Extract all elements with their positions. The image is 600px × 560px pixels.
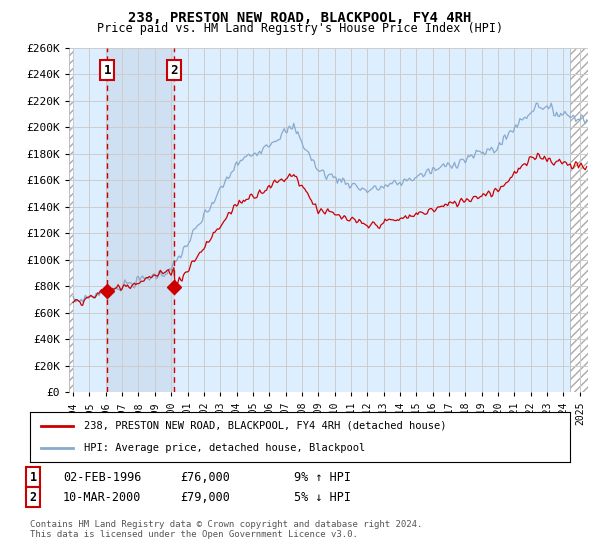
Text: HPI: Average price, detached house, Blackpool: HPI: Average price, detached house, Blac… [84,443,365,453]
Bar [107,48,175,392]
Bar [571,48,588,392]
Text: 5% ↓ HPI: 5% ↓ HPI [294,491,351,504]
Text: £79,000: £79,000 [180,491,230,504]
Text: 9% ↑ HPI: 9% ↑ HPI [294,470,351,484]
Bar [69,48,73,392]
Text: £76,000: £76,000 [180,470,230,484]
Text: 02-FEB-1996: 02-FEB-1996 [63,470,142,484]
Text: 238, PRESTON NEW ROAD, BLACKPOOL, FY4 4RH: 238, PRESTON NEW ROAD, BLACKPOOL, FY4 4R… [128,11,472,25]
Text: 238, PRESTON NEW ROAD, BLACKPOOL, FY4 4RH (detached house): 238, PRESTON NEW ROAD, BLACKPOOL, FY4 4R… [84,421,446,431]
Text: 1: 1 [29,470,37,484]
Text: Contains HM Land Registry data © Crown copyright and database right 2024.
This d: Contains HM Land Registry data © Crown c… [30,520,422,539]
Text: 1: 1 [104,64,111,77]
Text: 10-MAR-2000: 10-MAR-2000 [63,491,142,504]
Text: 2: 2 [170,64,178,77]
Text: Price paid vs. HM Land Registry's House Price Index (HPI): Price paid vs. HM Land Registry's House … [97,22,503,35]
Text: 2: 2 [29,491,37,504]
